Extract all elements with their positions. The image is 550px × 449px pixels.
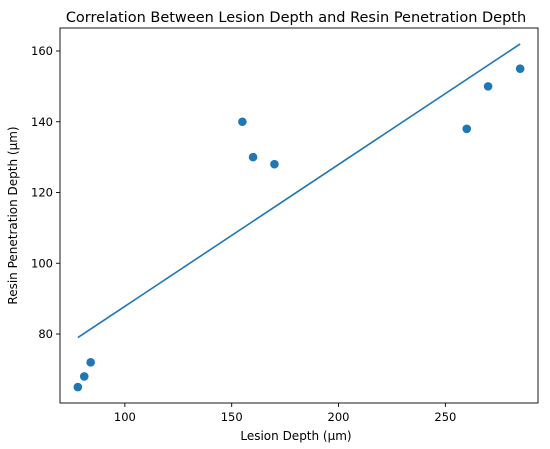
data-point bbox=[515, 64, 525, 73]
x-tick-label: 250 bbox=[434, 410, 456, 424]
x-tick-label: 100 bbox=[114, 410, 136, 424]
x-axis: 100 150 200 250 bbox=[114, 403, 456, 424]
y-axis-label: Resin Penetration Depth (µm) bbox=[6, 126, 20, 304]
data-point bbox=[86, 358, 95, 367]
data-point bbox=[248, 152, 258, 162]
plot-area bbox=[59, 27, 539, 404]
data-point bbox=[79, 372, 89, 381]
x-tick-label: 150 bbox=[221, 410, 243, 424]
data-point bbox=[73, 382, 83, 392]
series-layer bbox=[73, 43, 525, 392]
data-point bbox=[483, 82, 493, 91]
chart-title: Correlation Between Lesion Depth and Res… bbox=[66, 10, 526, 26]
y-axis: 80 100 120 140 160 bbox=[31, 44, 60, 341]
y-tick-label: 100 bbox=[31, 256, 53, 270]
y-tick-label: 140 bbox=[31, 115, 53, 129]
data-point bbox=[462, 124, 472, 134]
data-point bbox=[238, 117, 247, 127]
y-tick-label: 80 bbox=[38, 327, 53, 341]
data-point bbox=[270, 159, 279, 169]
x-tick-label: 200 bbox=[328, 410, 350, 424]
y-tick-label: 160 bbox=[31, 44, 53, 58]
x-axis-label: Lesion Depth (µm) bbox=[240, 429, 351, 443]
regression-line bbox=[77, 43, 521, 339]
y-tick-label: 120 bbox=[31, 186, 53, 200]
